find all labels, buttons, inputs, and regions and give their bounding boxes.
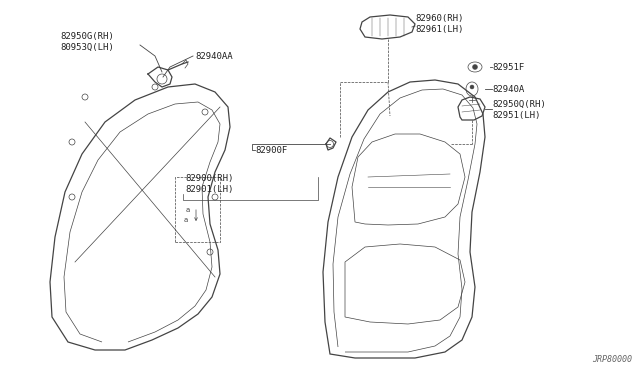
- Text: 82900F: 82900F: [255, 145, 287, 154]
- Text: 82951F: 82951F: [492, 62, 524, 71]
- Circle shape: [472, 64, 477, 70]
- Text: 82940AA: 82940AA: [195, 51, 232, 61]
- Text: 82950Q(RH)
82951(LH): 82950Q(RH) 82951(LH): [492, 100, 546, 121]
- Text: a: a: [186, 207, 190, 213]
- Text: JRP80000: JRP80000: [592, 355, 632, 364]
- Text: 82960(RH)
82961(LH): 82960(RH) 82961(LH): [415, 14, 463, 34]
- Text: 82900(RH)
82901(LH): 82900(RH) 82901(LH): [185, 174, 234, 195]
- Text: a: a: [184, 217, 188, 223]
- Text: 82940A: 82940A: [492, 84, 524, 93]
- Text: 82950G(RH)
80953Q(LH): 82950G(RH) 80953Q(LH): [60, 32, 114, 52]
- Circle shape: [470, 85, 474, 89]
